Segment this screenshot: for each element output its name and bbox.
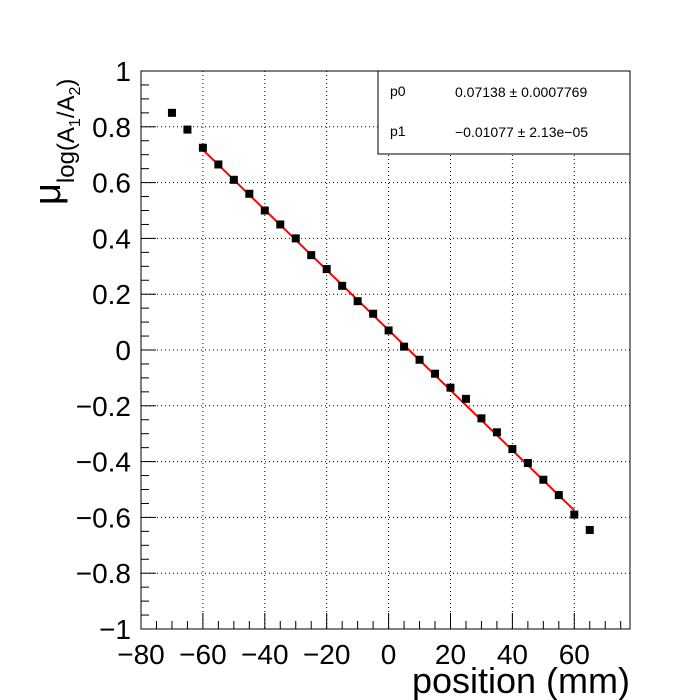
data-point xyxy=(322,265,331,274)
data-point xyxy=(198,143,207,152)
stats-p0-name: p0 xyxy=(390,83,406,99)
y-tick-label: 0.8 xyxy=(92,112,131,143)
y-tick-label: 1 xyxy=(115,56,131,87)
data-point xyxy=(539,475,548,484)
x-tick-label: −40 xyxy=(241,639,289,670)
y-tick-label: −0.8 xyxy=(76,558,131,589)
x-axis-title: position (mm) xyxy=(412,660,630,700)
y-axis-title-sub1: 1 xyxy=(67,118,84,127)
data-point xyxy=(229,175,238,184)
data-point xyxy=(431,369,440,378)
y-axis-title-sub: log(A xyxy=(53,127,80,183)
data-point xyxy=(353,297,362,306)
data-point xyxy=(461,394,470,403)
x-tick-label: −60 xyxy=(179,639,227,670)
data-point xyxy=(446,383,455,392)
data-point xyxy=(477,414,486,423)
y-axis-title: μlog(A1/A2) xyxy=(27,79,84,205)
x-tick-label: 20 xyxy=(435,639,466,670)
data-point xyxy=(214,160,223,169)
data-point xyxy=(508,445,517,454)
data-point xyxy=(585,525,594,534)
data-point xyxy=(400,342,409,351)
data-point xyxy=(415,355,424,364)
y-tick-label: −0.4 xyxy=(76,447,131,478)
data-point xyxy=(260,206,269,215)
y-axis-title-symbol: μ xyxy=(27,183,69,205)
y-axis-title-end: ) xyxy=(53,79,80,87)
data-points xyxy=(167,108,594,534)
y-tick-label: −0.2 xyxy=(76,391,131,422)
data-point xyxy=(183,125,192,134)
y-axis-title-mid: /A xyxy=(53,95,80,118)
axis-ticks xyxy=(140,70,622,630)
x-tick-label: 60 xyxy=(559,639,590,670)
stats-box: p0 0.07138 ± 0.0007769 p1 −0.01077 ± 2.1… xyxy=(377,70,631,155)
data-point xyxy=(523,458,532,467)
data-point xyxy=(291,234,300,243)
data-point xyxy=(307,251,316,260)
y-tick-labels: −1 −0.8 −0.6 −0.4 −0.2 0 0.2 0.4 0.6 0.8 1 xyxy=(76,56,131,645)
data-point xyxy=(276,220,285,229)
x-tick-label: 40 xyxy=(497,639,528,670)
data-point xyxy=(245,189,254,198)
y-tick-label: 0.2 xyxy=(92,279,131,310)
data-point xyxy=(492,428,501,437)
grid xyxy=(141,71,630,629)
data-point xyxy=(554,491,563,500)
y-tick-label: 0.6 xyxy=(92,168,131,199)
data-point xyxy=(369,309,378,318)
y-tick-label: −0.6 xyxy=(76,502,131,533)
data-point xyxy=(167,108,176,117)
x-tick-label: 0 xyxy=(381,639,397,670)
y-tick-label: −1 xyxy=(99,614,131,645)
stats-box-frame xyxy=(377,70,631,155)
x-tick-label: −20 xyxy=(303,639,351,670)
y-tick-label: 0.4 xyxy=(92,223,131,254)
stats-p1-value: −0.01077 ± 2.13e−05 xyxy=(455,124,588,140)
stats-p1-name: p1 xyxy=(390,123,406,139)
y-tick-label: 0 xyxy=(115,335,131,366)
data-point xyxy=(570,510,579,519)
data-point xyxy=(384,326,393,335)
stats-p0-value: 0.07138 ± 0.0007769 xyxy=(455,84,587,100)
x-tick-label: −80 xyxy=(117,639,165,670)
y-axis-title-sub2: 2 xyxy=(67,86,84,95)
data-point xyxy=(338,281,347,290)
x-tick-labels: −80 −60 −40 −20 0 20 40 60 xyxy=(117,639,590,670)
